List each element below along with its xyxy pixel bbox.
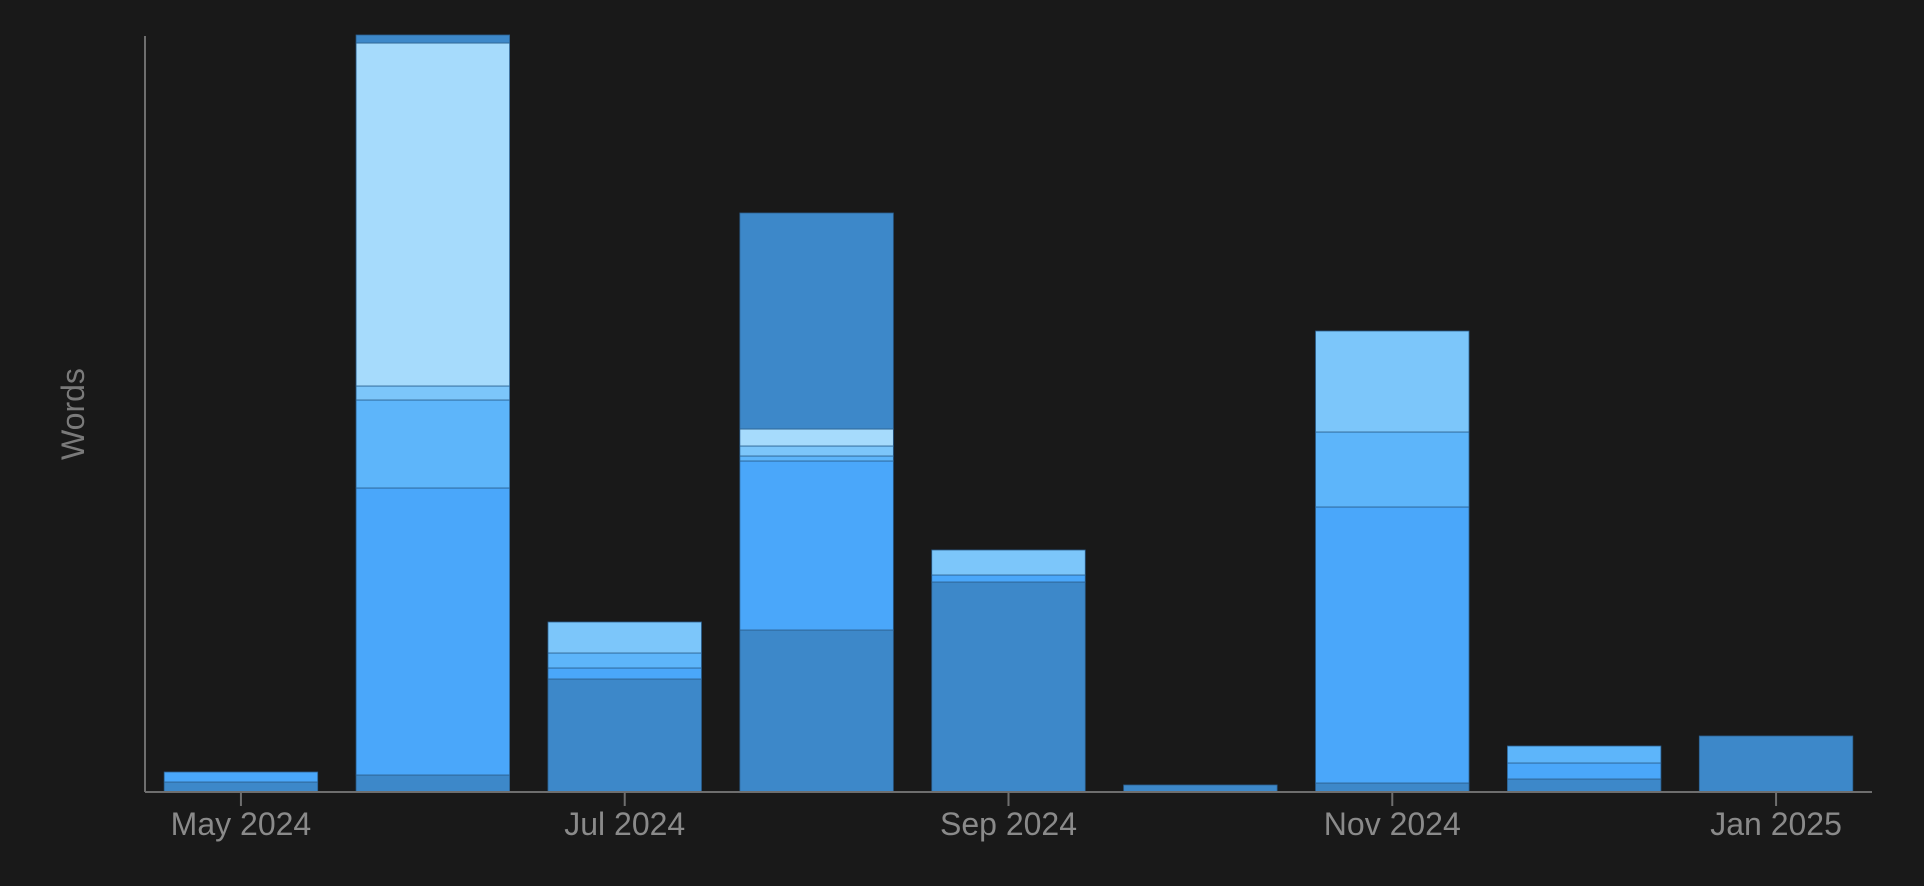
bar-segment — [547, 678, 702, 793]
x-tick-label: Jan 2025 — [1710, 806, 1842, 842]
x-tick-label: Sep 2024 — [940, 806, 1077, 842]
bar-segment — [355, 399, 510, 489]
bar-segment — [547, 667, 702, 680]
bar-segment — [1507, 778, 1662, 793]
bar-segment — [931, 549, 1086, 576]
bar-segment — [1698, 735, 1854, 793]
x-ticks-group: May 2024 Jul 2024 Sep 2024 Nov 2024 Jan 2025 — [171, 792, 1842, 842]
bar-segment — [1507, 762, 1662, 780]
bar-segment — [1123, 784, 1278, 793]
bar-segment — [1507, 745, 1662, 764]
bar-segment — [355, 385, 510, 401]
bar-segment — [739, 629, 894, 793]
bar-segment — [1315, 431, 1470, 508]
bar-segment — [739, 460, 894, 631]
bar-segment — [739, 445, 894, 457]
x-tick-label: Jul 2024 — [564, 806, 685, 842]
bar-segment — [355, 774, 510, 793]
bar-segment — [355, 42, 510, 387]
bar-segment — [1315, 506, 1470, 784]
bars-group — [163, 34, 1854, 793]
y-axis-label: Words — [55, 368, 91, 460]
bar-segment — [739, 455, 894, 462]
bar-segment — [739, 428, 894, 447]
bar-segment — [355, 487, 510, 776]
bar-segment — [547, 652, 702, 669]
bar-segment — [931, 581, 1086, 793]
bar-segment — [739, 212, 894, 430]
bar-segment — [163, 771, 319, 783]
x-tick-label: Nov 2024 — [1324, 806, 1461, 842]
x-tick-label: May 2024 — [171, 806, 312, 842]
bar-segment — [931, 574, 1086, 583]
bar-segment — [1315, 782, 1470, 793]
bar-segment — [547, 621, 702, 654]
bar-segment — [355, 34, 510, 44]
bar-segment — [1315, 330, 1470, 433]
bar-segment — [163, 781, 319, 793]
